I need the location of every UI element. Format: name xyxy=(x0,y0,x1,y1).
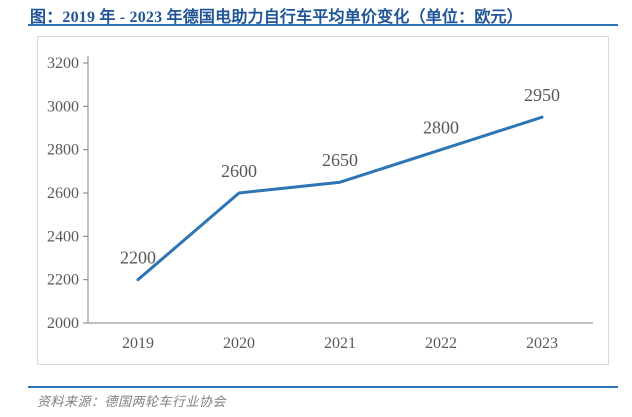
x-axis-label: 2020 xyxy=(223,335,255,352)
x-axis-label: 2023 xyxy=(526,335,558,352)
y-tick-label: 2400 xyxy=(47,228,79,245)
footer-divider-line xyxy=(28,386,618,388)
x-axis-label: 2019 xyxy=(122,335,154,352)
y-tick-label: 2000 xyxy=(47,315,79,332)
x-axis-label: 2022 xyxy=(425,335,457,352)
price-trend-line xyxy=(136,115,544,282)
y-tick-label: 3200 xyxy=(47,55,79,72)
chart-panel: 2000 2200 2400 2600 2800 3000 3200 2019 2020 2021… xyxy=(37,36,609,365)
figure-title: 图：2019 年 - 2023 年德国电助力自行车平均单价变化（单位：欧元） xyxy=(30,9,523,26)
x-axis-label: 2021 xyxy=(324,335,356,352)
data-source-note: 资料来源：德国两轮车行业协会 xyxy=(37,394,227,409)
data-label: 2800 xyxy=(423,118,459,138)
y-tick-label: 2200 xyxy=(47,272,79,289)
y-tick-label: 2800 xyxy=(47,142,79,159)
data-label: 2600 xyxy=(221,161,257,181)
price-line-chart: 2000 2200 2400 2600 2800 3000 3200 2019 2020 2021… xyxy=(47,55,593,352)
title-divider-line xyxy=(28,24,618,26)
y-tick-label: 2600 xyxy=(47,185,79,202)
y-tick-label: 3000 xyxy=(47,98,79,115)
data-label: 2650 xyxy=(322,150,358,170)
data-label: 2950 xyxy=(524,85,560,105)
data-label: 2200 xyxy=(120,248,156,268)
